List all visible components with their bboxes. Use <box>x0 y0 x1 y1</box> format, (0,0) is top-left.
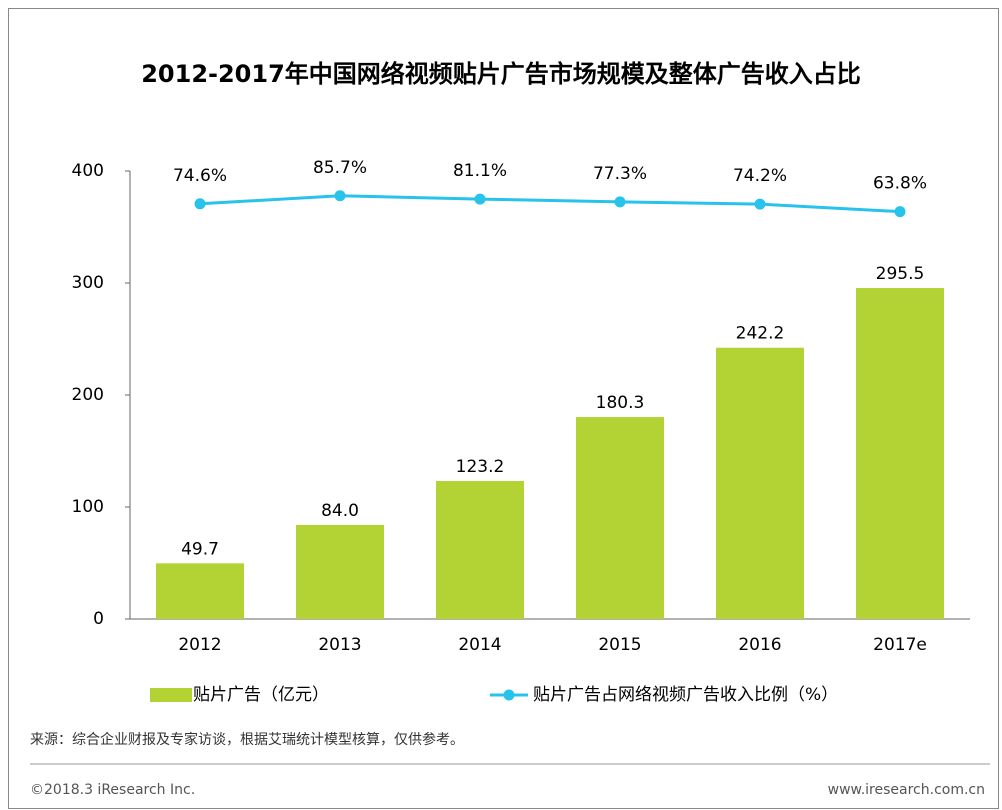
copyright: ©2018.3 iResearch Inc. <box>30 782 195 798</box>
bar <box>576 417 664 619</box>
x-tick-label: 2016 <box>738 635 781 655</box>
source-note: 来源：综合企业财报及专家访谈，根据艾瑞统计模型核算，仅供参考。 <box>30 731 464 748</box>
bar-value-label: 49.7 <box>181 539 219 559</box>
legend-label: 贴片广告（亿元） <box>193 685 329 705</box>
y-tick-label: 0 <box>93 609 104 629</box>
line-value-label: 63.8% <box>873 174 927 194</box>
x-tick-label: 2012 <box>178 635 221 655</box>
line-point <box>894 206 906 218</box>
x-tick-label: 2014 <box>458 635 501 655</box>
legend-swatch <box>150 688 192 702</box>
line-point <box>474 193 486 205</box>
bar-value-label: 84.0 <box>321 501 359 521</box>
bar <box>436 481 524 619</box>
line-value-label: 74.6% <box>173 166 227 186</box>
line <box>199 194 901 214</box>
bar-value-label: 242.2 <box>736 324 785 344</box>
bar <box>156 563 244 619</box>
bar <box>716 347 804 619</box>
y-tick-label: 400 <box>72 161 104 181</box>
bar-value-label: 295.5 <box>876 264 925 284</box>
y-tick-label: 300 <box>72 273 104 293</box>
x-tick-label: 2017e <box>873 635 927 655</box>
line-value-label: 74.2% <box>733 166 787 186</box>
line-value-label: 81.1% <box>453 161 507 181</box>
legend-marker <box>503 689 515 701</box>
bar <box>856 288 944 619</box>
y-tick-label: 100 <box>72 497 104 517</box>
bar <box>296 524 384 619</box>
legend-label: 贴片广告占网络视频广告收入比例（%） <box>533 685 838 705</box>
line-point <box>194 198 206 210</box>
frame <box>8 8 999 809</box>
line-point <box>614 196 626 208</box>
bar-value-label: 123.2 <box>456 457 505 477</box>
line-point <box>334 190 346 202</box>
line-value-label: 77.3% <box>593 164 647 184</box>
x-tick-label: 2015 <box>598 635 641 655</box>
line-value-label: 85.7% <box>313 158 367 178</box>
website: www.iresearch.com.cn <box>828 782 985 798</box>
chart-title: 2012-2017年中国网络视频贴片广告市场规模及整体广告收入占比 <box>141 60 861 88</box>
bar-value-label: 180.3 <box>596 393 645 413</box>
y-tick-label: 200 <box>72 385 104 405</box>
line-point <box>754 198 766 210</box>
x-tick-label: 2013 <box>318 635 361 655</box>
